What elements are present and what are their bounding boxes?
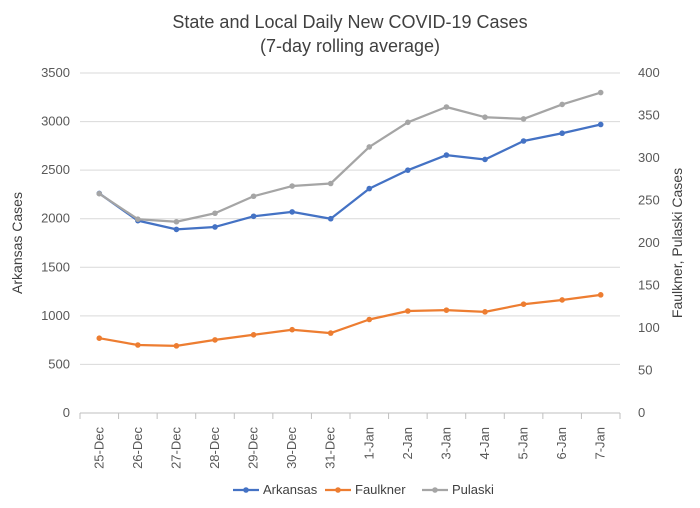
data-point-arkansas	[559, 130, 565, 137]
data-point-pulaski	[559, 101, 565, 108]
data-point-faulkner	[96, 335, 103, 342]
y-right-tick-label: 100	[638, 320, 660, 335]
data-point-pulaski	[96, 190, 103, 197]
y-right-tick-label: 50	[638, 363, 652, 378]
legend-marker-faulkner	[335, 487, 341, 493]
x-tick-label: 30-Dec	[284, 427, 299, 469]
data-point-arkansas	[212, 224, 218, 230]
x-tick-label: 27-Dec	[168, 427, 183, 469]
data-point-arkansas	[289, 209, 295, 215]
y-right-tick-label: 250	[638, 193, 660, 208]
y-right-tick-label: 0	[638, 405, 645, 420]
data-point-faulkner	[366, 316, 373, 323]
y-right-tick-label: 300	[638, 150, 660, 165]
data-point-pulaski	[327, 180, 334, 187]
chart-subtitle: (7-day rolling average)	[260, 36, 440, 56]
legend: Arkansas Faulkner Pulaski	[233, 482, 494, 497]
x-tick-label: 2-Jan	[400, 427, 415, 460]
x-tick-label: 6-Jan	[554, 427, 569, 460]
y-right-tick-label: 150	[638, 278, 660, 293]
x-tick-label: 5-Jan	[516, 427, 531, 460]
x-tick-label: 4-Jan	[477, 427, 492, 460]
x-tick-label: 1-Jan	[361, 427, 376, 460]
y-left-tick-label: 1000	[41, 308, 70, 323]
data-point-arkansas	[366, 185, 373, 192]
series-line-arkansas	[98, 123, 601, 231]
y-left-tick-label: 2500	[41, 162, 70, 177]
data-point-arkansas	[250, 213, 257, 220]
data-point-pulaski	[366, 144, 373, 150]
data-point-faulkner	[482, 309, 488, 315]
legend-marker-arkansas	[243, 487, 249, 493]
data-point-arkansas	[443, 152, 450, 158]
y-right-tick-label: 400	[638, 65, 660, 80]
data-point-pulaski	[250, 193, 257, 200]
data-point-pulaski	[212, 210, 218, 217]
y-left-tick-label: 1500	[41, 259, 70, 274]
x-tick-label: 29-Dec	[246, 427, 261, 469]
y-right-tick-label: 350	[638, 108, 660, 123]
y-axis-right-label: Faulkner, Pulaski Cases	[669, 168, 685, 318]
y-right-tick-label: 200	[638, 235, 660, 250]
y-left-tick-label: 0	[63, 405, 70, 420]
y-left-tick-label: 500	[48, 356, 70, 371]
x-tick-label: 7-Jan	[593, 427, 608, 460]
series-line-pulaski	[98, 91, 602, 223]
x-tick-label: 26-Dec	[130, 427, 145, 469]
y-left-tick-label: 3500	[41, 65, 70, 80]
x-tick-label: 25-Dec	[91, 427, 106, 469]
x-tick-label: 3-Jan	[438, 427, 453, 460]
legend-label-faulkner: Faulkner	[355, 482, 406, 497]
data-point-pulaski	[482, 114, 488, 120]
legend-marker-pulaski	[432, 487, 438, 493]
data-point-faulkner	[559, 297, 565, 303]
chart-title: State and Local Daily New COVID-19 Cases	[172, 12, 527, 32]
data-point-faulkner	[289, 326, 295, 333]
data-point-arkansas	[482, 156, 488, 163]
data-point-faulkner	[250, 332, 257, 338]
data-point-faulkner	[405, 308, 411, 314]
tick-labels: 0 500 1000 1500 2000 2500 3000 3500 0 50 100 150 200…	[41, 65, 660, 469]
data-point-faulkner	[327, 330, 334, 336]
data-point-pulaski	[443, 104, 450, 110]
y-left-tick-label: 3000	[41, 114, 70, 129]
legend-label-arkansas: Arkansas	[263, 482, 318, 497]
legend-label-pulaski: Pulaski	[452, 482, 494, 497]
data-point-pulaski	[520, 116, 527, 122]
data-point-faulkner	[443, 307, 450, 313]
data-point-arkansas	[173, 226, 180, 233]
y-left-tick-label: 2000	[41, 211, 70, 226]
data-point-faulkner	[212, 337, 218, 343]
series-lines	[96, 89, 604, 349]
data-point-arkansas	[597, 121, 604, 128]
data-point-arkansas	[405, 167, 411, 173]
data-point-pulaski	[405, 119, 411, 126]
data-point-faulkner	[597, 292, 604, 298]
series-line-faulkner	[99, 293, 601, 347]
x-tick-label: 31-Dec	[323, 427, 338, 469]
gridlines	[79, 72, 621, 419]
data-point-arkansas	[520, 138, 527, 144]
data-point-faulkner	[173, 343, 180, 349]
data-point-faulkner	[520, 301, 527, 308]
data-point-pulaski	[597, 89, 604, 96]
y-axis-left-label: Arkansas Cases	[9, 192, 25, 294]
data-point-faulkner	[135, 342, 141, 348]
x-tick-label: 28-Dec	[207, 427, 222, 469]
data-point-arkansas	[327, 215, 334, 222]
data-point-pulaski	[173, 218, 180, 225]
data-point-pulaski	[289, 183, 295, 189]
data-point-pulaski	[135, 216, 141, 222]
